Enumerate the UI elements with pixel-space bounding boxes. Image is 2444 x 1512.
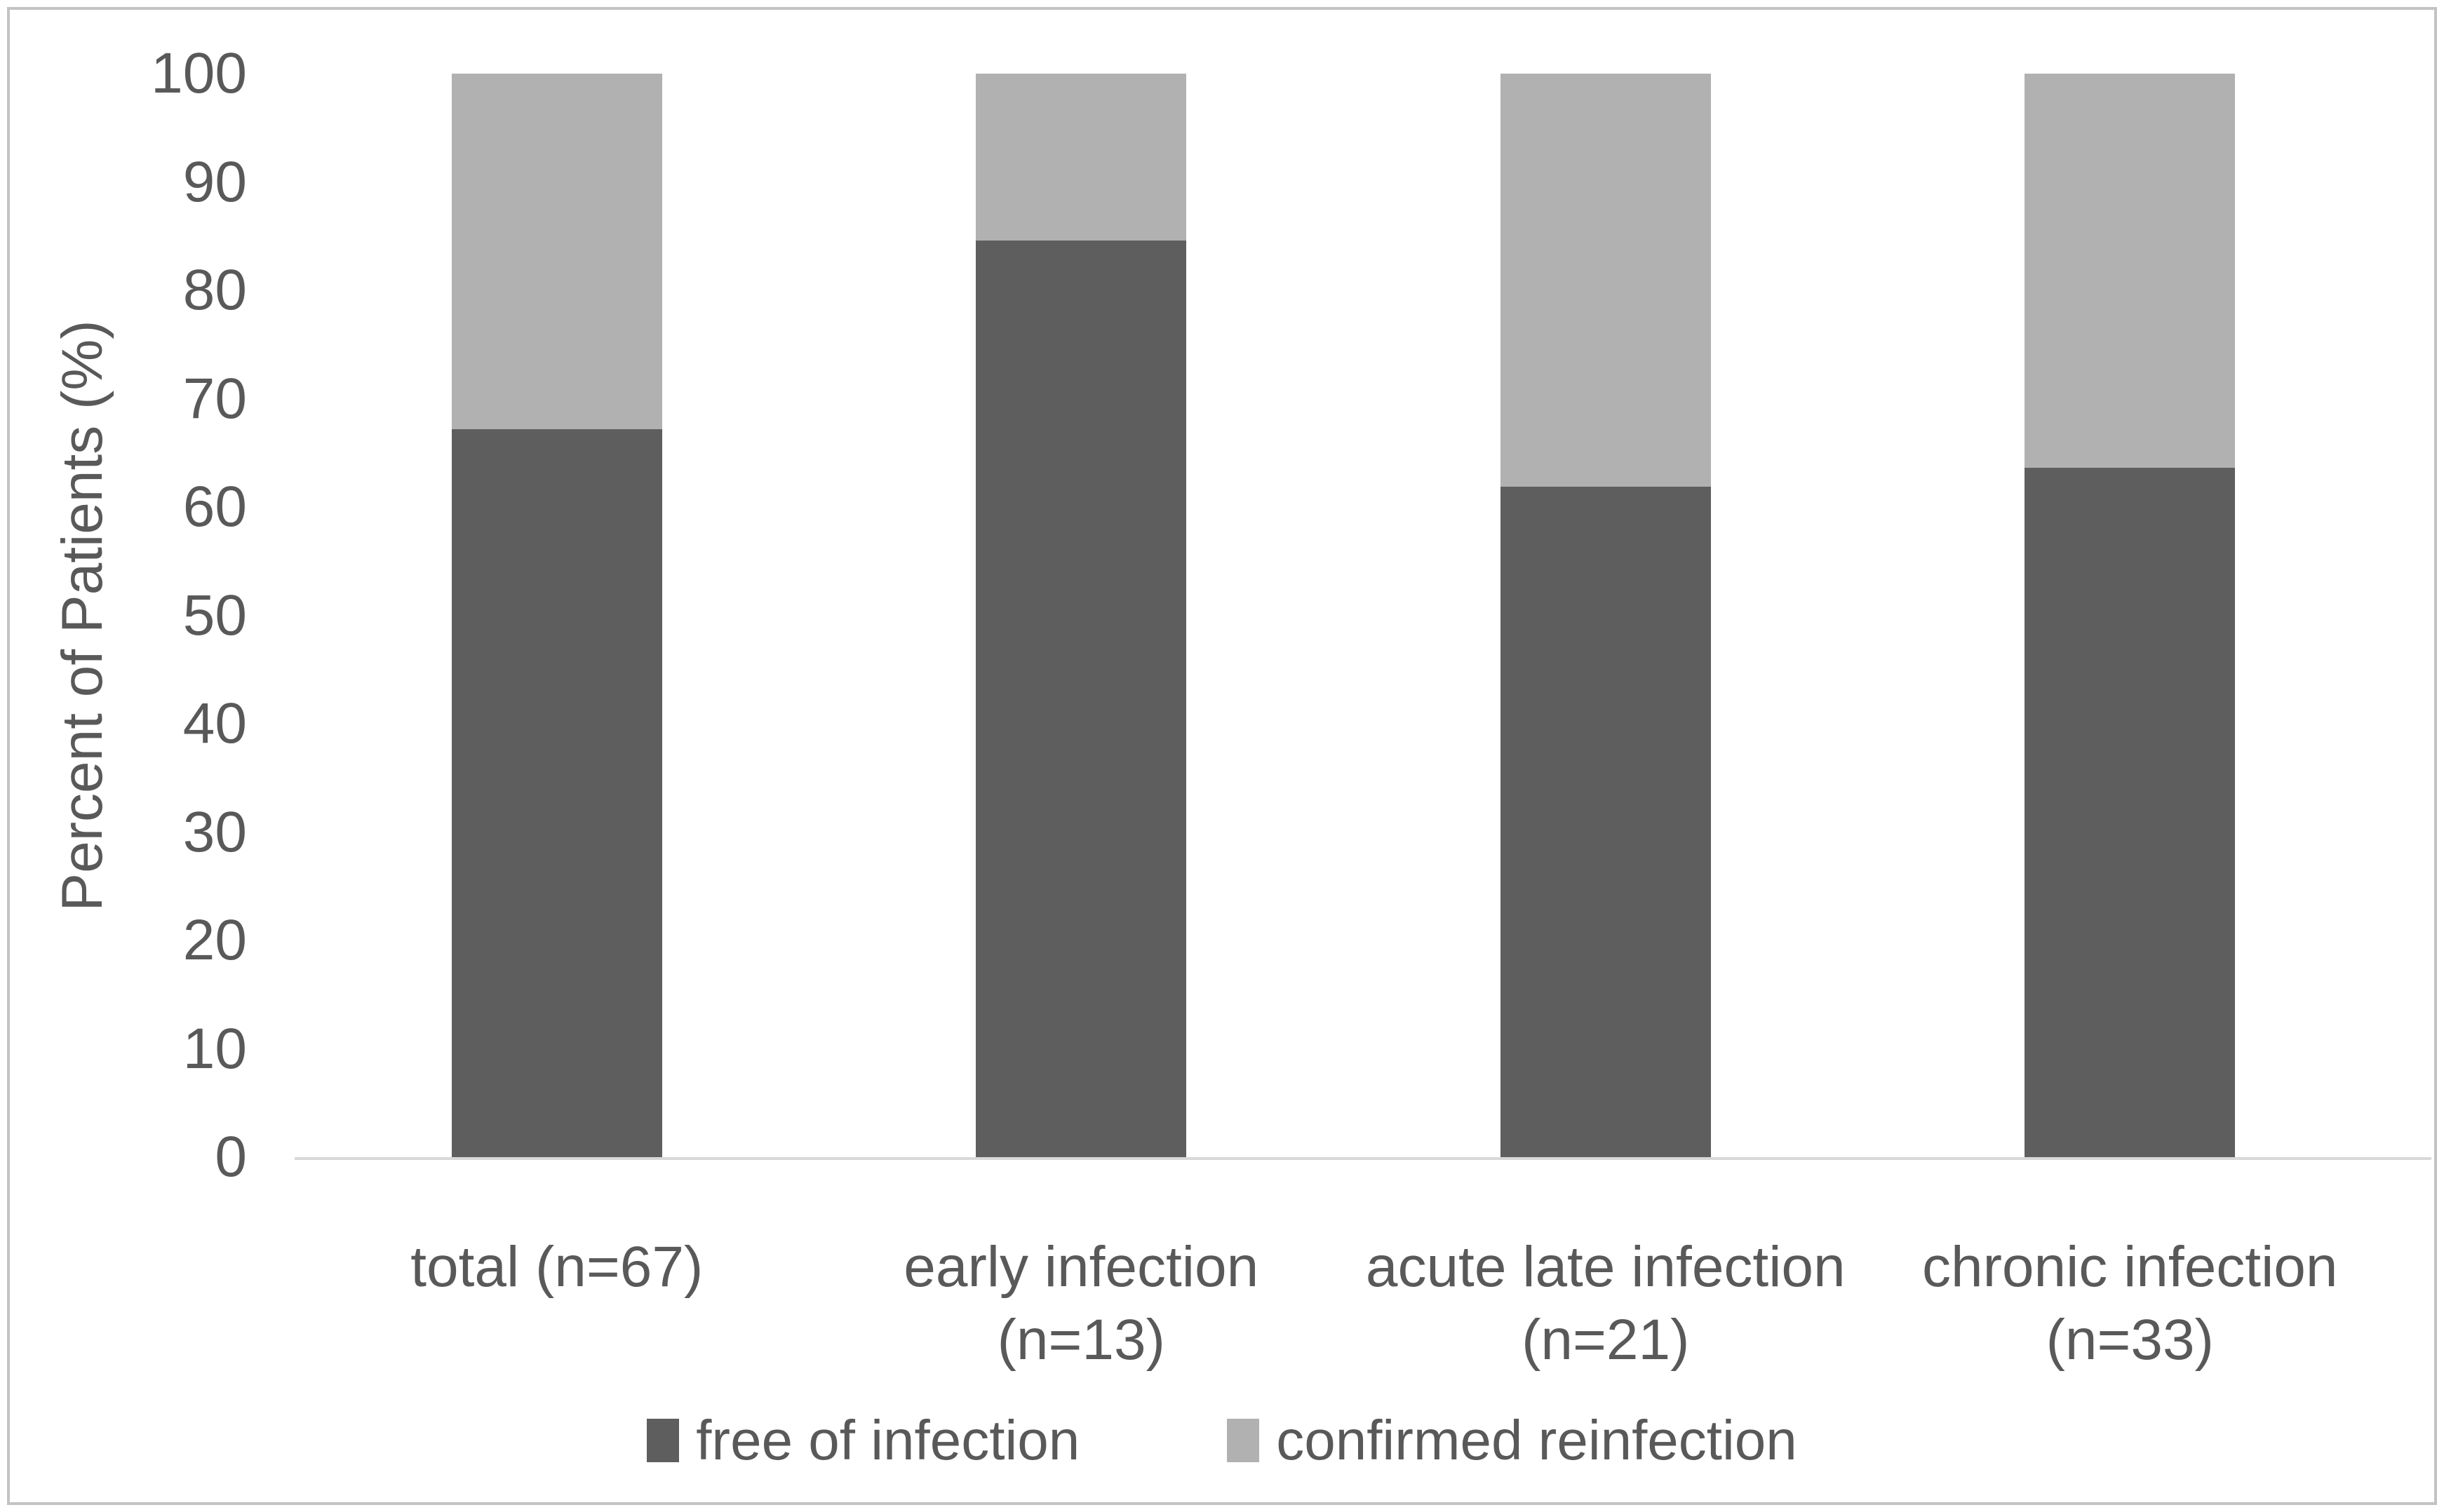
y-tick-label-80: 80 — [182, 258, 247, 322]
y-tick-label-90: 90 — [182, 149, 247, 214]
legend-item-confirmed-reinfection: confirmed reinfection — [1227, 1408, 1797, 1473]
x-category-label-line: (n=13) — [997, 1308, 1165, 1372]
y-tick-label-0: 0 — [215, 1125, 247, 1189]
y-tick-label-60: 60 — [182, 475, 247, 539]
bar-early-infection-n-13- — [976, 74, 1187, 1157]
x-category-label-line: (n=33) — [2046, 1308, 2214, 1372]
bar-acute-late-infection-n-21- — [1500, 74, 1711, 1157]
bar-segment-free-of-infection — [2025, 468, 2236, 1157]
x-category-label-4: chronic infection (n=33) — [1842, 1231, 2417, 1377]
bar-segment-confirmed-reinfection — [1500, 74, 1711, 487]
x-category-label-line: chronic infection — [1921, 1235, 2338, 1299]
y-tick-label-70: 70 — [182, 366, 247, 431]
x-category-label-line: total (n=67) — [410, 1235, 704, 1299]
x-category-label-line: early infection — [904, 1235, 1259, 1299]
x-category-label-2: early infection (n=13) — [793, 1231, 1369, 1377]
legend-swatch-dark-icon — [647, 1419, 680, 1462]
legend-item-free-of-infection: free of infection — [647, 1408, 1080, 1473]
x-axis-line — [295, 1157, 2431, 1160]
y-tick-label-30: 30 — [182, 799, 247, 864]
bar-segment-confirmed-reinfection — [451, 74, 662, 429]
x-category-label-1: total (n=67) — [269, 1231, 845, 1304]
bar-segment-free-of-infection — [976, 240, 1187, 1157]
y-tick-label-50: 50 — [182, 583, 247, 647]
bar-segment-confirmed-reinfection — [2025, 74, 2236, 468]
plot-area — [295, 74, 2392, 1157]
x-category-label-line: (n=21) — [1522, 1308, 1690, 1372]
legend-label: free of infection — [696, 1409, 1080, 1471]
bar-chronic-infection-n-33- — [2025, 74, 2236, 1157]
y-tick-label-20: 20 — [182, 908, 247, 972]
y-tick-label-40: 40 — [182, 691, 247, 755]
legend-label: confirmed reinfection — [1276, 1409, 1797, 1471]
bar-total-n-67- — [451, 74, 662, 1157]
x-category-label-3: acute late infection (n=21) — [1318, 1231, 1893, 1377]
bar-segment-free-of-infection — [451, 428, 662, 1157]
legend-swatch-light-icon — [1227, 1419, 1260, 1462]
bar-segment-confirmed-reinfection — [976, 74, 1187, 241]
legend: free of infection confirmed reinfection — [0, 1408, 2444, 1473]
y-tick-label-10: 10 — [182, 1016, 247, 1081]
y-tick-label-100: 100 — [151, 41, 247, 105]
bar-segment-free-of-infection — [1500, 486, 1711, 1157]
x-category-label-line: acute late infection — [1365, 1235, 1846, 1299]
